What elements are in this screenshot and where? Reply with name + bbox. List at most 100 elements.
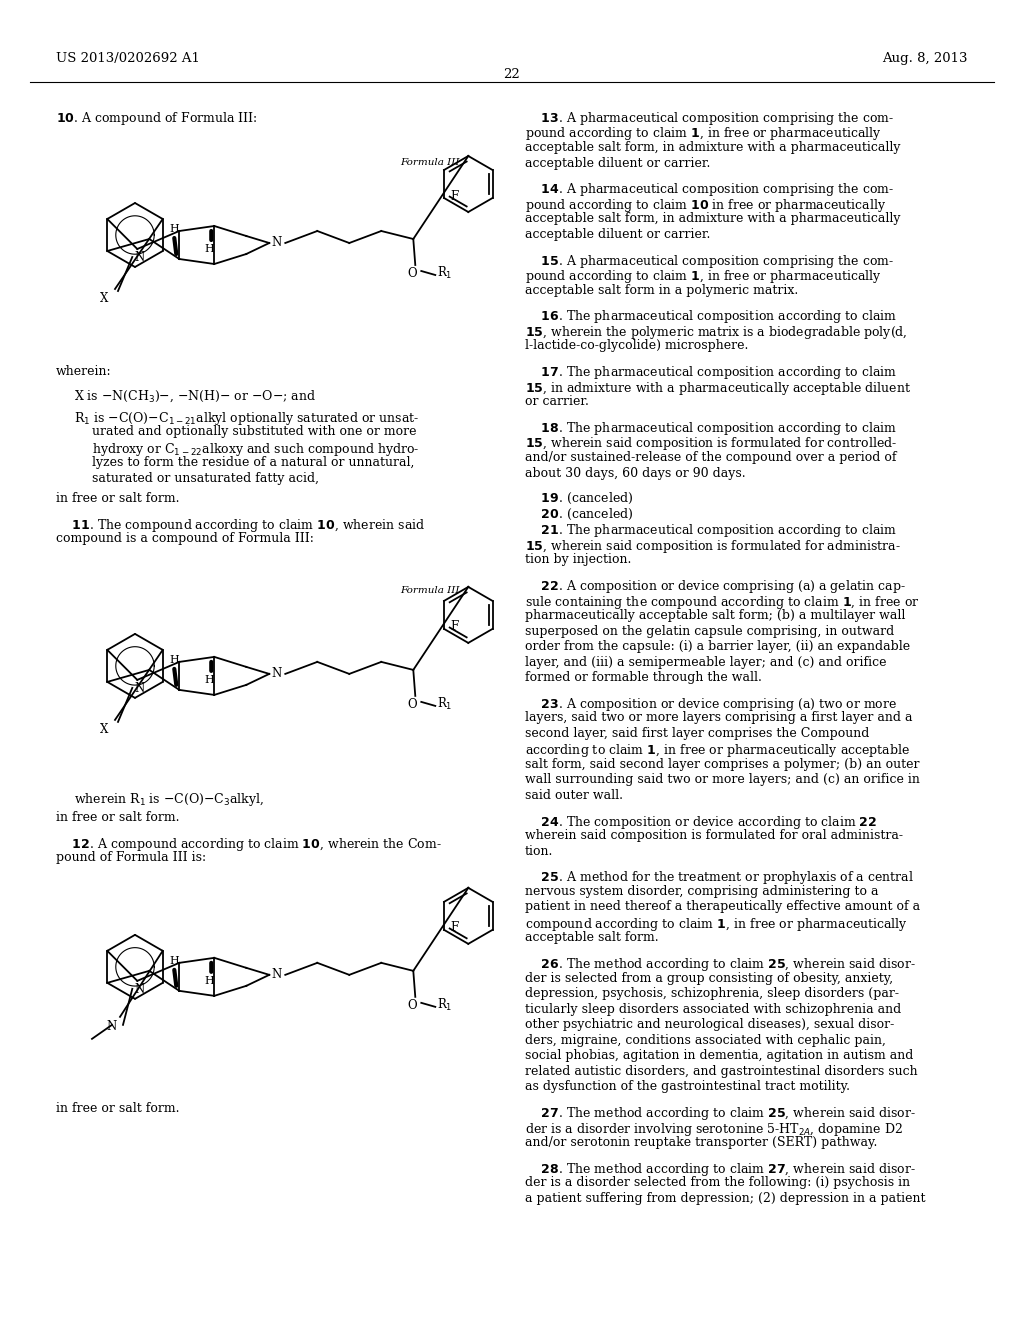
Text: ders, migraine, conditions associated with cephalic pain,: ders, migraine, conditions associated wi… [525,1034,886,1047]
Text: acceptable salt form, in admixture with a pharmaceutically: acceptable salt form, in admixture with … [525,141,900,154]
Text: $\mathbf{14}$. A pharmaceutical composition comprising the com-: $\mathbf{14}$. A pharmaceutical composit… [525,181,894,198]
Text: layer, and (iii) a semipermeable layer; and (c) and orifice: layer, and (iii) a semipermeable layer; … [525,656,887,669]
Text: $\mathbf{23}$. A composition or device comprising (a) two or more: $\mathbf{23}$. A composition or device c… [525,696,897,713]
Text: according to claim $\mathbf{1}$, in free or pharmaceutically acceptable: according to claim $\mathbf{1}$, in free… [525,742,910,759]
Text: saturated or unsaturated fatty acid,: saturated or unsaturated fatty acid, [92,473,319,484]
Text: X: X [99,723,108,737]
Text: Aug. 8, 2013: Aug. 8, 2013 [883,51,968,65]
Text: acceptable diluent or carrier.: acceptable diluent or carrier. [525,228,711,240]
Text: $\mathbf{15}$, wherein said composition is formulated for administra-: $\mathbf{15}$, wherein said composition … [525,537,901,554]
Text: tion by injection.: tion by injection. [525,553,632,566]
Text: F: F [450,921,459,935]
Text: superposed on the gelatin capsule comprising, in outward: superposed on the gelatin capsule compri… [525,624,894,638]
Text: $\mathbf{22}$. A composition or device comprising (a) a gelatin cap-: $\mathbf{22}$. A composition or device c… [525,578,906,595]
Text: in free or salt form.: in free or salt form. [56,1102,179,1115]
Text: lyzes to form the residue of a natural or unnatural,: lyzes to form the residue of a natural o… [92,457,415,470]
Text: $\mathbf{12}$. A compound according to claim $\mathbf{10}$, wherein the Com-: $\mathbf{12}$. A compound according to c… [56,836,442,853]
Text: der is selected from a group consisting of obesity, anxiety,: der is selected from a group consisting … [525,972,893,985]
Text: R$_1$: R$_1$ [437,997,453,1012]
Text: pound of Formula III is:: pound of Formula III is: [56,851,206,865]
Text: $\mathbf{19}$. (canceled): $\mathbf{19}$. (canceled) [525,491,634,507]
Text: l-lactide-co-glycolide) microsphere.: l-lactide-co-glycolide) microsphere. [525,339,749,352]
Text: acceptable salt form, in admixture with a pharmaceutically: acceptable salt form, in admixture with … [525,213,900,226]
Text: 22: 22 [504,69,520,81]
Text: acceptable salt form.: acceptable salt form. [525,932,658,945]
Text: ticularly sleep disorders associated with schizophrenia and: ticularly sleep disorders associated wit… [525,1003,901,1016]
Text: $\mathbf{21}$. The pharmaceutical composition according to claim: $\mathbf{21}$. The pharmaceutical compos… [525,523,897,540]
Text: pound according to claim $\mathbf{10}$ in free or pharmaceutically: pound according to claim $\mathbf{10}$ i… [525,197,887,214]
Text: Formula III: Formula III [400,586,460,595]
Text: layers, said two or more layers comprising a first layer and a: layers, said two or more layers comprisi… [525,711,912,725]
Text: H: H [205,975,214,986]
Text: compound is a compound of Formula III:: compound is a compound of Formula III: [56,532,314,545]
Text: der is a disorder involving serotonine 5-HT$_{2A}$, dopamine D2: der is a disorder involving serotonine 5… [525,1121,903,1138]
Text: or carrier.: or carrier. [525,395,589,408]
Text: $\mathbf{16}$. The pharmaceutical composition according to claim: $\mathbf{16}$. The pharmaceutical compos… [525,309,897,326]
Text: and/or sustained-release of the compound over a period of: and/or sustained-release of the compound… [525,451,896,465]
Text: as dysfunction of the gastrointestinal tract motility.: as dysfunction of the gastrointestinal t… [525,1080,850,1093]
Text: sule containing the compound according to claim $\mathbf{1}$, in free or: sule containing the compound according t… [525,594,920,611]
Text: $\mathbf{24}$. The composition or device according to claim $\mathbf{22}$: $\mathbf{24}$. The composition or device… [525,813,878,830]
Text: $\mathbf{15}$, wherein said composition is formulated for controlled-: $\mathbf{15}$, wherein said composition … [525,436,897,453]
Text: wherein:: wherein: [56,366,112,378]
Text: O: O [408,698,417,711]
Text: depression, psychosis, schizophrenia, sleep disorders (par-: depression, psychosis, schizophrenia, sl… [525,987,899,1001]
Text: nervous system disorder, comprising administering to a: nervous system disorder, comprising admi… [525,884,879,898]
Text: US 2013/0202692 A1: US 2013/0202692 A1 [56,51,200,65]
Text: $\mathbf{18}$. The pharmaceutical composition according to claim: $\mathbf{18}$. The pharmaceutical compos… [525,420,897,437]
Text: acceptable salt form in a polymeric matrix.: acceptable salt form in a polymeric matr… [525,284,799,297]
Text: R$_1$: R$_1$ [437,265,453,281]
Text: $\mathbf{25}$. A method for the treatment or prophylaxis of a central: $\mathbf{25}$. A method for the treatmen… [525,870,913,887]
Text: $\mathbf{17}$. The pharmaceutical composition according to claim: $\mathbf{17}$. The pharmaceutical compos… [525,364,897,381]
Text: Formula III: Formula III [400,158,460,168]
Text: N: N [134,682,144,694]
Text: F: F [450,620,459,634]
Text: hydroxy or C$_{1-22}$alkoxy and such compound hydro-: hydroxy or C$_{1-22}$alkoxy and such com… [92,441,420,458]
Text: N: N [271,236,282,249]
Text: $\mathbf{27}$. The method according to claim $\mathbf{25}$, wherein said disor-: $\mathbf{27}$. The method according to c… [525,1105,915,1122]
Text: H: H [169,224,179,234]
Text: R$_1$: R$_1$ [437,696,453,711]
Text: tion.: tion. [525,845,553,858]
Text: wherein R$_1$ is $-$C(O)$-$C$_3$alkyl,: wherein R$_1$ is $-$C(O)$-$C$_3$alkyl, [74,791,264,808]
Text: pound according to claim $\mathbf{1}$, in free or pharmaceutically: pound according to claim $\mathbf{1}$, i… [525,125,882,143]
Text: O: O [408,267,417,280]
Text: H: H [205,675,214,685]
Text: pound according to claim $\mathbf{1}$, in free or pharmaceutically: pound according to claim $\mathbf{1}$, i… [525,268,882,285]
Text: $\mathbf{20}$. (canceled): $\mathbf{20}$. (canceled) [525,507,634,521]
Text: H: H [169,655,179,665]
Text: N: N [134,251,144,264]
Text: $\mathbf{28}$. The method according to claim $\mathbf{27}$, wherein said disor-: $\mathbf{28}$. The method according to c… [525,1160,915,1177]
Text: R$_1$ is $-$C(O)$-$C$_{1-21}$alkyl optionally saturated or unsat-: R$_1$ is $-$C(O)$-$C$_{1-21}$alkyl optio… [74,411,419,426]
Text: in free or salt form.: in free or salt form. [56,492,179,506]
Text: $\mathbf{15}$, wherein the polymeric matrix is a biodegradable poly(d,: $\mathbf{15}$, wherein the polymeric mat… [525,323,907,341]
Text: N: N [106,1020,117,1032]
Text: other psychiatric and neurological diseases), sexual disor-: other psychiatric and neurological disea… [525,1018,894,1031]
Text: X is $-$N(CH$_3$)$-$, $-$N(H)$-$ or $-$O$-$; and: X is $-$N(CH$_3$)$-$, $-$N(H)$-$ or $-$O… [74,388,316,404]
Text: der is a disorder selected from the following: (i) psychosis in: der is a disorder selected from the foll… [525,1176,910,1189]
Text: formed or formable through the wall.: formed or formable through the wall. [525,671,762,684]
Text: a patient suffering from depression; (2) depression in a patient: a patient suffering from depression; (2)… [525,1192,926,1205]
Text: $\mathbf{10}$. A compound of Formula III:: $\mathbf{10}$. A compound of Formula III… [56,110,258,127]
Text: N: N [271,668,282,680]
Text: wall surrounding said two or more layers; and (c) an orifice in: wall surrounding said two or more layers… [525,774,920,787]
Text: salt form, said second layer comprises a polymer; (b) an outer: salt form, said second layer comprises a… [525,758,920,771]
Text: urated and optionally substituted with one or more: urated and optionally substituted with o… [92,425,417,438]
Text: $\mathbf{11}$. The compound according to claim $\mathbf{10}$, wherein said: $\mathbf{11}$. The compound according to… [56,517,425,533]
Text: H: H [205,244,214,253]
Text: said outer wall.: said outer wall. [525,789,623,801]
Text: $\mathbf{15}$. A pharmaceutical composition comprising the com-: $\mathbf{15}$. A pharmaceutical composit… [525,252,894,269]
Text: wherein said composition is formulated for oral administra-: wherein said composition is formulated f… [525,829,903,842]
Text: compound according to claim $\mathbf{1}$, in free or pharmaceutically: compound according to claim $\mathbf{1}$… [525,916,908,933]
Text: in free or salt form.: in free or salt form. [56,810,179,824]
Text: $\mathbf{13}$. A pharmaceutical composition comprising the com-: $\mathbf{13}$. A pharmaceutical composit… [525,110,894,127]
Text: H: H [169,956,179,966]
Text: $\mathbf{26}$. The method according to claim $\mathbf{25}$, wherein said disor-: $\mathbf{26}$. The method according to c… [525,956,915,973]
Text: second layer, said first layer comprises the Compound: second layer, said first layer comprises… [525,727,869,741]
Text: related autistic disorders, and gastrointestinal disorders such: related autistic disorders, and gastroin… [525,1065,918,1078]
Text: and/or serotonin reuptake transporter (SERT) pathway.: and/or serotonin reuptake transporter (S… [525,1137,878,1150]
Text: N: N [271,969,282,981]
Text: $\mathbf{15}$, in admixture with a pharmaceutically acceptable diluent: $\mathbf{15}$, in admixture with a pharm… [525,380,911,397]
Text: order from the capsule: (i) a barrier layer, (ii) an expandable: order from the capsule: (i) a barrier la… [525,640,910,653]
Text: social phobias, agitation in dementia, agitation in autism and: social phobias, agitation in dementia, a… [525,1049,913,1063]
